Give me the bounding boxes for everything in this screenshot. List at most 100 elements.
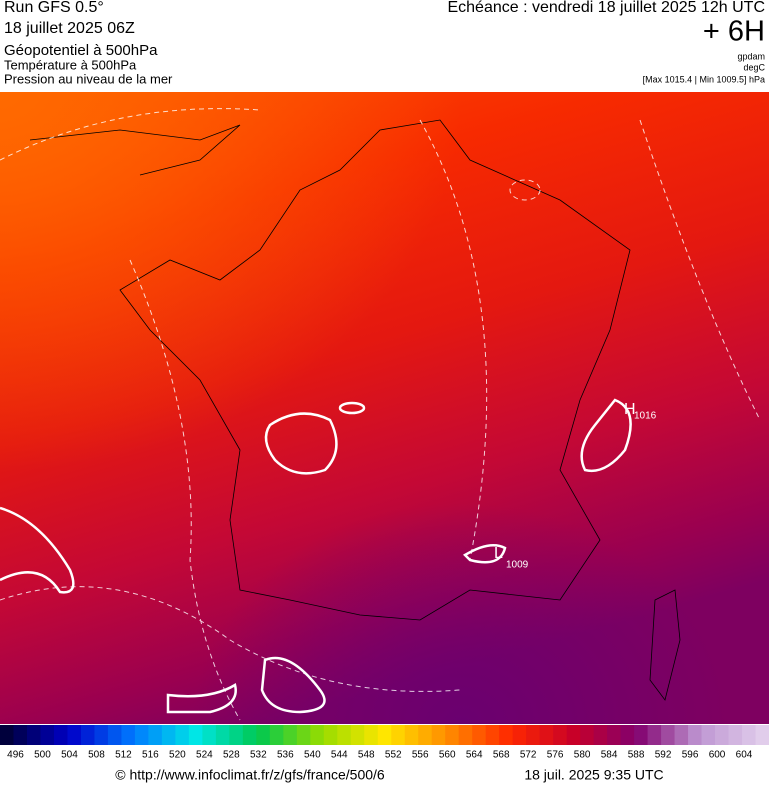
colorbar-swatch [107, 725, 122, 745]
colorbar-label: 584 [601, 750, 618, 761]
source-url: © http://www.infoclimat.fr/z/gfs/france/… [115, 767, 385, 783]
field-label: Géopotentiel à 500hPa [4, 42, 158, 59]
colorbar-label: 540 [304, 750, 321, 761]
colorbar-label: 512 [115, 750, 132, 761]
colorbar-label: 560 [439, 750, 456, 761]
colorbar-swatch [53, 725, 68, 745]
colorbar-swatch [472, 725, 487, 745]
colorbar-label: 580 [574, 750, 591, 761]
colorbar-swatch [755, 725, 769, 745]
run-title: Run GFS 0.5° [4, 0, 104, 16]
lead-time: + 6H [703, 16, 765, 48]
colorbar-swatch [391, 725, 406, 745]
colorbar-swatch [580, 725, 595, 745]
colorbar-label: 524 [196, 750, 213, 761]
colorbar-swatch [0, 725, 14, 745]
temperature-field [0, 92, 769, 724]
colorbar: 496 500 504 508 512 516 520 524 528 532 536 540 544 5… [0, 725, 769, 761]
colorbar-swatch [620, 725, 635, 745]
colorbar-swatch [661, 725, 676, 745]
colorbar-swatch [418, 725, 433, 745]
colorbar-label: 600 [709, 750, 726, 761]
unit-label: gpdam [737, 51, 765, 61]
colorbar-label: 496 [7, 750, 24, 761]
colorbar-swatch [256, 725, 271, 745]
colorbar-swatch [364, 725, 379, 745]
coastline [649, 589, 681, 701]
colorbar-swatch [283, 725, 298, 745]
colorbar-swatch [134, 725, 149, 745]
colorbar-label: 508 [88, 750, 105, 761]
colorbar-swatch [26, 725, 41, 745]
colorbar-label: 556 [412, 750, 429, 761]
colorbar-label: 572 [520, 750, 537, 761]
colorbar-swatch [404, 725, 419, 745]
colorbar-swatch [458, 725, 473, 745]
field-label: Pression au niveau de la mer [4, 71, 173, 86]
colorbar-label: 544 [331, 750, 348, 761]
colorbar-label: 528 [223, 750, 240, 761]
map: H 1016 L 1009 [0, 92, 769, 724]
colorbar-swatch [94, 725, 109, 745]
colorbar-swatch [215, 725, 230, 745]
high-pressure-value: 1016 [634, 411, 657, 422]
colorbar-swatch [607, 725, 622, 745]
colorbar-swatch [121, 725, 136, 745]
colorbar-swatch [188, 725, 203, 745]
low-pressure-value: 1009 [506, 560, 529, 571]
colorbar-swatch [539, 725, 554, 745]
pressure-range: [Max 1015.4 | Min 1009.5] hPa [643, 74, 765, 84]
colorbar-swatch [742, 725, 757, 745]
colorbar-label: 564 [466, 750, 483, 761]
colorbar-label: 520 [169, 750, 186, 761]
coastline [29, 124, 241, 176]
colorbar-swatch [701, 725, 716, 745]
colorbar-swatch [229, 725, 244, 745]
colorbar-swatch [431, 725, 446, 745]
colorbar-swatch [499, 725, 514, 745]
colorbar-swatch [323, 725, 338, 745]
colorbar-label: 592 [655, 750, 672, 761]
colorbar-label: 576 [547, 750, 564, 761]
colorbar-swatch [310, 725, 325, 745]
low-pressure-symbol: L [494, 545, 503, 562]
unit-label: degC [743, 62, 765, 72]
colorbar-swatch [296, 725, 311, 745]
colorbar-swatch [13, 725, 28, 745]
high-pressure-symbol: H [624, 401, 636, 418]
colorbar-label: 568 [493, 750, 510, 761]
generation-time: 18 juil. 2025 9:35 UTC [524, 767, 663, 783]
forecast-time: Echéance : vendredi 18 juillet 2025 12h … [447, 0, 765, 16]
colorbar-swatch [202, 725, 217, 745]
field-label: Température à 500hPa [4, 57, 137, 72]
colorbar-swatch [566, 725, 581, 745]
colorbar-swatch [728, 725, 743, 745]
colorbar-swatch [512, 725, 527, 745]
colorbar-swatch [647, 725, 662, 745]
colorbar-swatch [634, 725, 649, 745]
colorbar-label: 552 [385, 750, 402, 761]
colorbar-swatch [337, 725, 352, 745]
colorbar-label: 548 [358, 750, 375, 761]
colorbar-label: 504 [61, 750, 78, 761]
colorbar-swatch [80, 725, 95, 745]
colorbar-swatch [175, 725, 190, 745]
colorbar-swatch [242, 725, 257, 745]
coastline [119, 119, 631, 621]
colorbar-swatch [485, 725, 500, 745]
colorbar-swatch [67, 725, 82, 745]
colorbar-label: 588 [628, 750, 645, 761]
colorbar-swatch [674, 725, 689, 745]
colorbar-label: 596 [682, 750, 699, 761]
colorbar-swatch [377, 725, 392, 745]
colorbar-label: 516 [142, 750, 159, 761]
run-date: 18 juillet 2025 06Z [4, 20, 135, 37]
colorbar-swatch [553, 725, 568, 745]
geopotential-contours [0, 398, 632, 714]
colorbar-swatch [269, 725, 284, 745]
colorbar-swatch [526, 725, 541, 745]
colorbar-label: 604 [736, 750, 753, 761]
colorbar-swatch [40, 725, 55, 745]
